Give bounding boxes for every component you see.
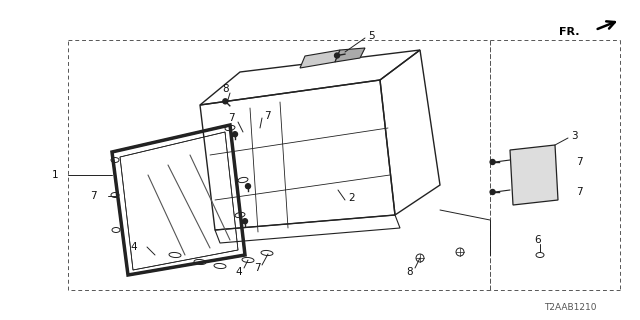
Text: 3: 3 (571, 131, 578, 141)
Circle shape (335, 53, 340, 58)
Circle shape (490, 159, 495, 164)
Text: 4: 4 (131, 242, 137, 252)
Text: 7: 7 (90, 191, 97, 201)
Text: 2: 2 (348, 193, 355, 203)
Text: FR.: FR. (559, 27, 580, 37)
Circle shape (246, 184, 250, 189)
Text: 7: 7 (576, 187, 582, 197)
Text: 8: 8 (406, 267, 413, 277)
Text: 7: 7 (576, 157, 582, 167)
Text: 7: 7 (264, 111, 271, 121)
Circle shape (490, 189, 495, 195)
Text: 6: 6 (534, 235, 541, 245)
Text: 7: 7 (254, 263, 260, 273)
Text: 7: 7 (228, 113, 235, 123)
Text: 1: 1 (51, 170, 58, 180)
Text: 8: 8 (222, 84, 228, 94)
Circle shape (223, 99, 228, 104)
Text: 5: 5 (368, 31, 374, 41)
Circle shape (232, 132, 237, 137)
Polygon shape (300, 50, 340, 68)
Circle shape (243, 219, 248, 224)
Polygon shape (510, 145, 558, 205)
Text: 4: 4 (235, 267, 242, 277)
Text: T2AAB1210: T2AAB1210 (544, 303, 596, 313)
Polygon shape (335, 48, 365, 62)
